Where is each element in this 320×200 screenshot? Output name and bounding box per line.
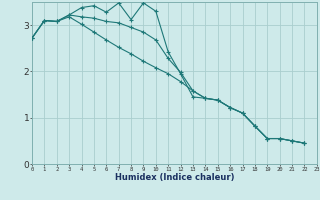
X-axis label: Humidex (Indice chaleur): Humidex (Indice chaleur) [115,173,234,182]
